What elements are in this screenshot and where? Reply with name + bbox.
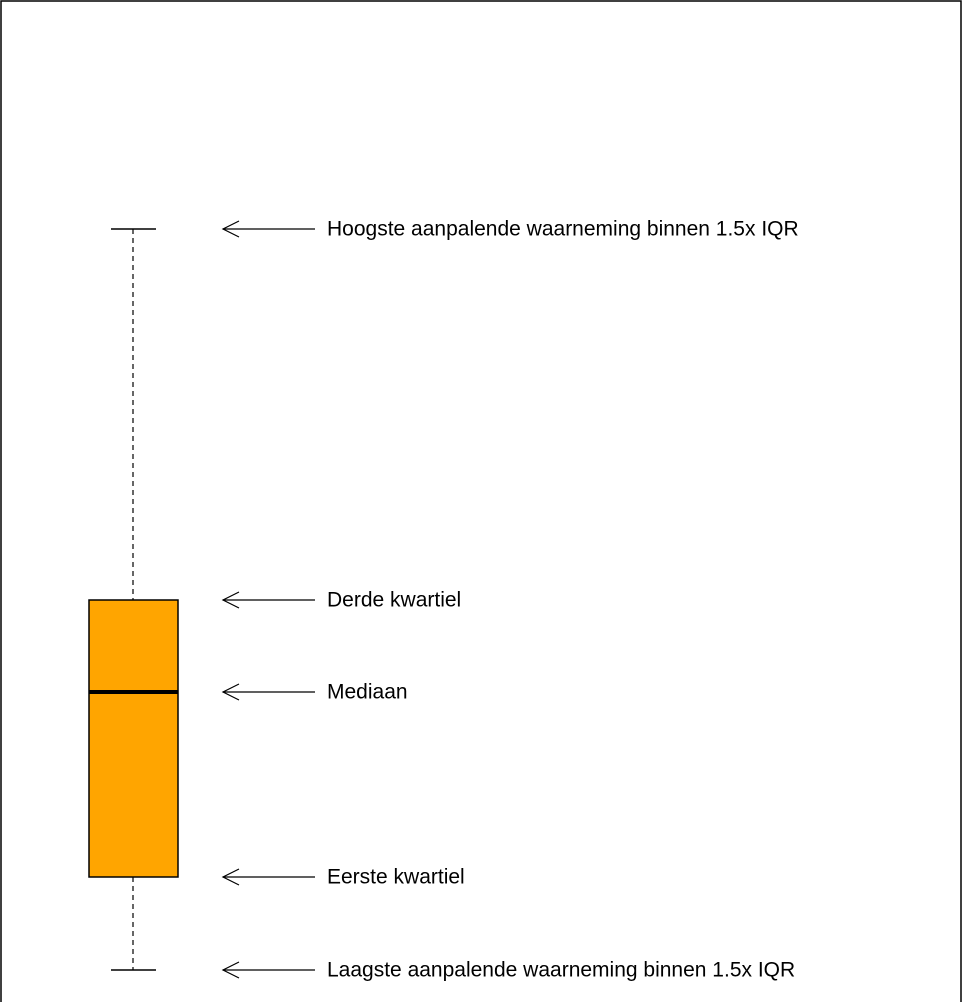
label-q1: Eerste kwartiel xyxy=(327,866,465,889)
label-q3: Derde kwartiel xyxy=(327,589,461,612)
label-median: Mediaan xyxy=(327,681,408,704)
arrow-q3 xyxy=(221,591,315,609)
label-upper-whisker: Hoogste aanpalende waarneming binnen 1.5… xyxy=(327,218,799,241)
arrow-upper-whisker xyxy=(221,220,315,238)
arrow-lower-whisker xyxy=(221,961,315,979)
iqr-box xyxy=(88,599,179,878)
arrow-q1 xyxy=(221,868,315,886)
label-lower-whisker: Laagste aanpalende waarneming binnen 1.5… xyxy=(327,959,795,982)
arrow-median xyxy=(221,683,315,701)
